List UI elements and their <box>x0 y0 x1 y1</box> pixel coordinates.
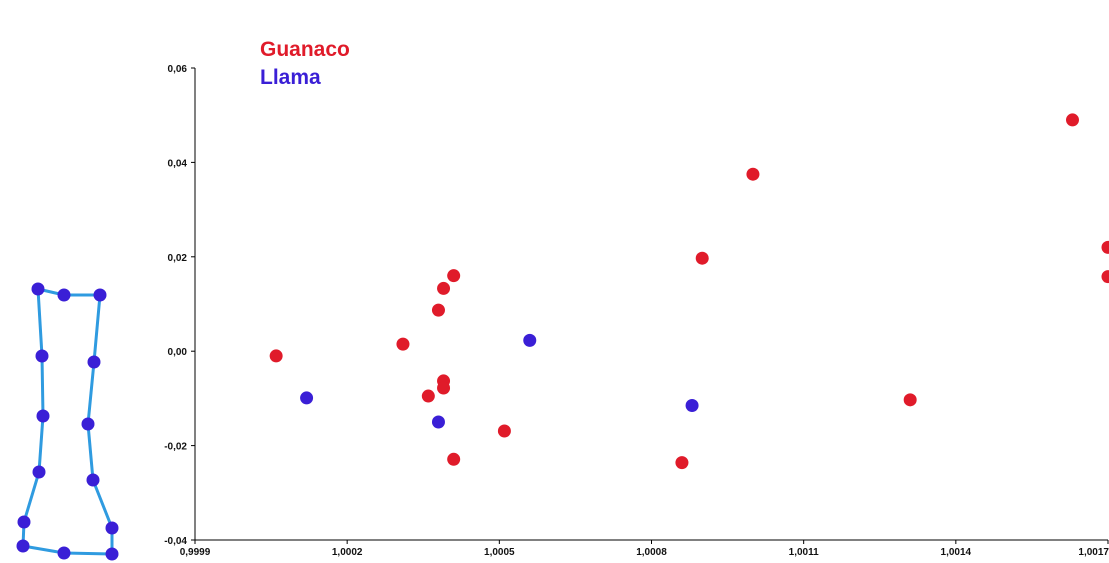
data-point-guanaco <box>695 251 709 265</box>
landmark-point <box>17 515 31 529</box>
x-tick-label: 1,0014 <box>941 547 972 558</box>
x-tick-label: 1,0017 <box>1078 547 1109 558</box>
y-tick-label: -0,04 <box>164 536 187 547</box>
landmark-point <box>31 282 45 296</box>
landmark-point <box>93 288 107 302</box>
y-tick-label: 0,06 <box>168 64 188 75</box>
data-point-llama <box>523 333 537 347</box>
data-point-guanaco <box>1101 270 1109 284</box>
legend-label-guanaco: Guanaco <box>260 38 350 61</box>
landmark-point <box>105 547 119 561</box>
data-point-guanaco <box>396 337 410 351</box>
landmark-point <box>81 417 95 431</box>
x-tick-label: 1,0008 <box>636 547 667 558</box>
scatter-points <box>269 113 1109 470</box>
y-tick-label: 0,00 <box>168 347 188 358</box>
data-point-guanaco <box>497 424 511 438</box>
legend-label-llama: Llama <box>260 66 321 89</box>
x-tick-label: 0,9999 <box>180 547 211 558</box>
data-point-guanaco <box>437 281 451 295</box>
data-point-llama <box>431 415 445 429</box>
landmark-point <box>36 409 50 423</box>
chart-axes <box>194 68 1108 541</box>
landmark-point <box>32 465 46 479</box>
data-point-guanaco <box>447 452 461 466</box>
landmark-point <box>87 355 101 369</box>
data-point-guanaco <box>675 456 689 470</box>
data-point-guanaco <box>1101 240 1109 254</box>
tick-marks: 0,06 0,04 0,02 0,00 -0,02 -0,040,9999 1,0002 1,… <box>164 64 1109 558</box>
data-point-guanaco <box>431 303 445 317</box>
landmark-point <box>105 521 119 535</box>
landmark-point <box>86 473 100 487</box>
y-tick-label: -0,02 <box>164 442 187 453</box>
landmark-point <box>57 288 71 302</box>
data-point-guanaco <box>421 389 435 403</box>
outline-path <box>21 287 114 556</box>
data-point-guanaco <box>437 381 451 395</box>
landmark-point <box>16 539 30 553</box>
data-point-guanaco <box>903 393 917 407</box>
data-point-guanaco <box>447 269 461 283</box>
x-tick-label: 1,0011 <box>789 547 819 558</box>
landmark-outline-diagram <box>16 282 119 561</box>
data-point-llama <box>685 398 699 412</box>
data-point-guanaco <box>269 349 283 363</box>
x-tick-label: 1,0002 <box>332 547 363 558</box>
data-point-llama <box>300 391 314 405</box>
landmark-point <box>35 349 49 363</box>
data-point-guanaco <box>1065 113 1079 127</box>
y-tick-label: 0,04 <box>168 158 188 169</box>
y-tick-label: 0,02 <box>168 253 188 264</box>
data-point-guanaco <box>746 167 760 181</box>
x-tick-label: 1,0005 <box>484 547 515 558</box>
landmark-point <box>57 546 71 560</box>
legend: Guanaco Llama <box>260 38 350 89</box>
